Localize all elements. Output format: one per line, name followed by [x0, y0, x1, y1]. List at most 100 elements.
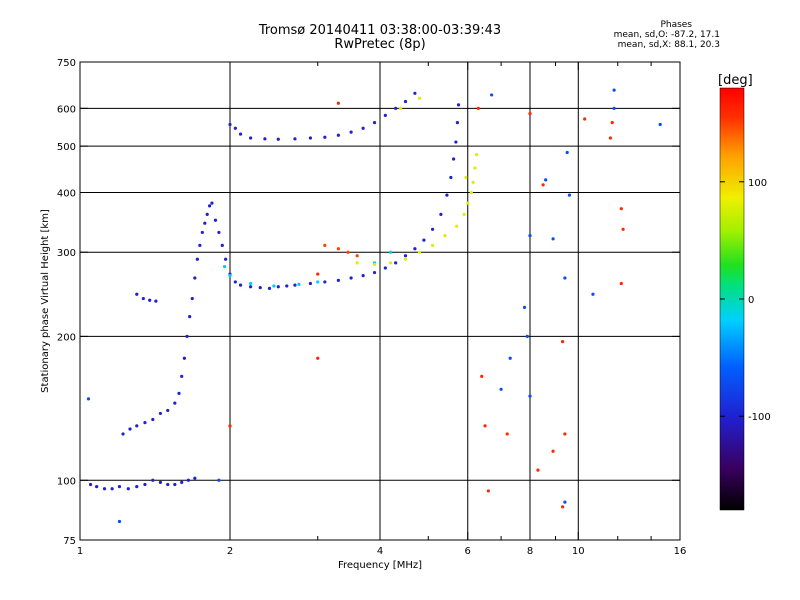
data-point — [454, 140, 458, 144]
data-point — [293, 137, 297, 141]
data-point — [190, 296, 194, 301]
data-point — [228, 122, 232, 127]
data-point — [383, 113, 387, 117]
data-point — [323, 243, 327, 248]
data-point — [102, 487, 107, 491]
data-point — [413, 91, 417, 95]
data-point — [483, 424, 487, 428]
data-point — [188, 315, 192, 319]
data-point — [323, 135, 327, 139]
x-axis-label: Frequency [MHz] — [338, 560, 422, 571]
data-point — [417, 250, 422, 254]
data-point — [455, 224, 459, 228]
data-point — [135, 424, 139, 428]
data-point — [422, 238, 426, 242]
data-point — [151, 478, 155, 482]
data-point — [110, 487, 114, 491]
data-point — [198, 243, 202, 248]
data-point — [583, 117, 587, 121]
y-tick-label: 500 — [57, 142, 76, 153]
data-point — [272, 284, 276, 288]
data-point — [228, 424, 232, 428]
data-point — [233, 280, 237, 284]
data-point — [308, 136, 313, 140]
data-point — [361, 126, 365, 130]
chart-title-block: Tromsø 20140411 03:38:00-03:39:43 RwPret… — [230, 24, 530, 52]
data-point — [293, 283, 297, 287]
data-point — [413, 247, 417, 251]
data-point — [563, 276, 567, 280]
data-point — [610, 121, 614, 125]
data-point — [267, 286, 272, 291]
data-point — [249, 136, 253, 140]
y-tick-label: 200 — [57, 332, 76, 343]
data-point — [439, 212, 443, 216]
data-point — [166, 482, 170, 487]
data-point — [86, 397, 91, 401]
data-point — [388, 261, 393, 265]
data-point — [563, 432, 567, 436]
phase-stats: Phases mean, sd,O: -87.2, 17.1 mean, sd,… — [560, 20, 720, 50]
data-point — [394, 261, 398, 265]
data-point — [143, 421, 147, 425]
data-point — [276, 137, 280, 141]
data-point — [355, 261, 359, 265]
data-point — [336, 101, 340, 105]
data-point — [349, 276, 353, 280]
y-tick-label: 750 — [57, 58, 76, 69]
data-point — [285, 284, 289, 288]
phase-stats-x: mean, sd,X: 88.1, 20.3 — [617, 40, 720, 50]
data-point — [126, 487, 130, 491]
data-point — [456, 103, 461, 107]
data-point — [490, 93, 494, 97]
data-point — [158, 411, 163, 416]
data-point — [346, 250, 350, 254]
grid-lines — [80, 62, 680, 540]
data-point — [186, 478, 190, 482]
y-axis: 75 100 200 300 400 500 600 750 — [57, 58, 680, 547]
data-point — [417, 96, 422, 100]
phase-stats-o: mean, sd,O: -87.2, 17.1 — [613, 30, 720, 40]
data-point — [372, 262, 377, 266]
data-point — [522, 305, 527, 309]
data-point — [560, 505, 565, 509]
data-point — [551, 449, 555, 453]
data-point — [173, 401, 177, 405]
chart-subtitle: RwPretec (8p) — [334, 37, 426, 52]
y-tick-label: 75 — [63, 536, 76, 547]
data-point — [249, 285, 253, 289]
phase-stats-heading: Phases — [660, 20, 692, 30]
data-point — [308, 281, 313, 286]
data-point — [207, 204, 212, 208]
data-point — [591, 292, 595, 296]
data-point — [445, 193, 449, 197]
data-point — [224, 257, 228, 261]
data-point — [471, 180, 475, 184]
data-point — [528, 111, 532, 116]
data-point — [466, 201, 470, 205]
x-tick-label: 10 — [572, 546, 585, 557]
data-point — [451, 157, 456, 161]
data-point — [195, 257, 199, 261]
data-point — [621, 227, 625, 231]
data-point — [193, 476, 197, 480]
x-tick-label: 16 — [674, 546, 687, 557]
data-point — [536, 468, 540, 472]
data-point — [135, 485, 139, 489]
data-point — [372, 270, 377, 275]
data-point — [474, 153, 479, 157]
chart-title: Tromsø 20140411 03:38:00-03:39:43 — [258, 23, 502, 38]
data-point — [567, 193, 572, 197]
data-point — [210, 201, 214, 205]
data-point — [228, 274, 232, 278]
data-point — [355, 254, 359, 258]
data-point — [141, 296, 145, 301]
data-point — [383, 266, 387, 270]
data-point — [217, 230, 221, 235]
data-point — [430, 227, 435, 231]
x-axis: 1 2 4 6 8 10 16 — [77, 62, 687, 557]
colorbar-tick-label: 0 — [748, 295, 754, 306]
data-point — [220, 243, 224, 248]
data-point — [430, 243, 435, 248]
